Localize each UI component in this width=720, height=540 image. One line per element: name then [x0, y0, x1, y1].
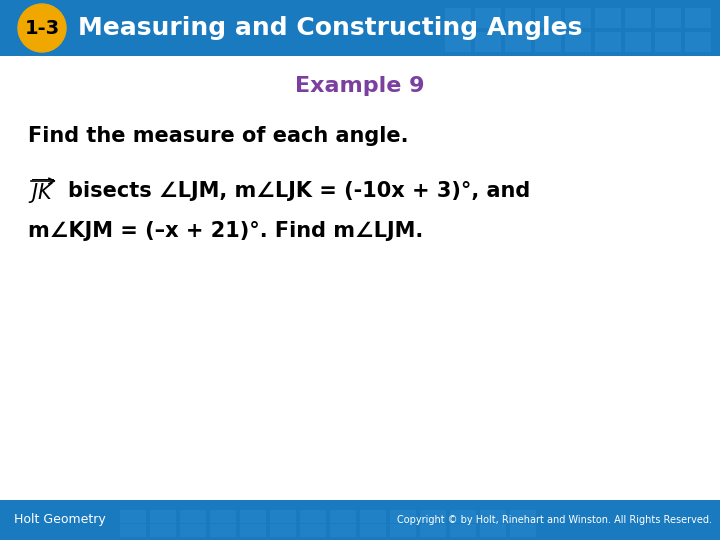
FancyBboxPatch shape	[270, 524, 296, 537]
FancyBboxPatch shape	[120, 524, 146, 537]
FancyBboxPatch shape	[240, 510, 266, 523]
FancyBboxPatch shape	[360, 510, 386, 523]
FancyBboxPatch shape	[475, 32, 501, 52]
FancyBboxPatch shape	[330, 524, 356, 537]
FancyBboxPatch shape	[450, 524, 476, 537]
FancyBboxPatch shape	[535, 8, 561, 28]
FancyBboxPatch shape	[595, 32, 621, 52]
FancyBboxPatch shape	[150, 524, 176, 537]
FancyBboxPatch shape	[390, 510, 416, 523]
Circle shape	[18, 4, 66, 52]
FancyBboxPatch shape	[445, 8, 471, 28]
FancyBboxPatch shape	[565, 32, 591, 52]
FancyBboxPatch shape	[510, 510, 536, 523]
FancyBboxPatch shape	[0, 500, 720, 540]
FancyBboxPatch shape	[210, 524, 236, 537]
FancyBboxPatch shape	[595, 8, 621, 28]
FancyBboxPatch shape	[475, 8, 501, 28]
FancyBboxPatch shape	[655, 32, 681, 52]
FancyBboxPatch shape	[180, 510, 206, 523]
FancyBboxPatch shape	[150, 510, 176, 523]
FancyBboxPatch shape	[510, 524, 536, 537]
Text: Holt Geometry: Holt Geometry	[14, 514, 106, 526]
Text: Example 9: Example 9	[295, 76, 425, 96]
FancyBboxPatch shape	[330, 510, 356, 523]
FancyBboxPatch shape	[360, 524, 386, 537]
FancyBboxPatch shape	[685, 8, 711, 28]
FancyBboxPatch shape	[300, 524, 326, 537]
FancyBboxPatch shape	[420, 510, 446, 523]
FancyBboxPatch shape	[450, 510, 476, 523]
FancyBboxPatch shape	[535, 32, 561, 52]
Text: Copyright © by Holt, Rinehart and Winston. All Rights Reserved.: Copyright © by Holt, Rinehart and Winsto…	[397, 515, 712, 525]
FancyBboxPatch shape	[390, 524, 416, 537]
FancyBboxPatch shape	[240, 524, 266, 537]
FancyBboxPatch shape	[180, 524, 206, 537]
Text: Find the measure of each angle.: Find the measure of each angle.	[28, 126, 408, 146]
FancyBboxPatch shape	[505, 32, 531, 52]
FancyBboxPatch shape	[685, 32, 711, 52]
FancyBboxPatch shape	[625, 32, 651, 52]
FancyBboxPatch shape	[120, 510, 146, 523]
Text: bisects ∠LJM, m∠LJK = (-10x + 3)°, and: bisects ∠LJM, m∠LJK = (-10x + 3)°, and	[68, 181, 530, 201]
FancyBboxPatch shape	[480, 524, 506, 537]
FancyBboxPatch shape	[445, 32, 471, 52]
FancyBboxPatch shape	[625, 8, 651, 28]
FancyBboxPatch shape	[270, 510, 296, 523]
FancyBboxPatch shape	[420, 524, 446, 537]
FancyBboxPatch shape	[565, 8, 591, 28]
FancyBboxPatch shape	[300, 510, 326, 523]
FancyBboxPatch shape	[210, 510, 236, 523]
FancyBboxPatch shape	[505, 8, 531, 28]
Text: Measuring and Constructing Angles: Measuring and Constructing Angles	[78, 16, 582, 40]
Text: $\overline{JK}$: $\overline{JK}$	[28, 176, 55, 206]
FancyBboxPatch shape	[0, 0, 720, 56]
FancyBboxPatch shape	[480, 510, 506, 523]
Text: 1-3: 1-3	[24, 18, 60, 37]
FancyBboxPatch shape	[655, 8, 681, 28]
Text: m∠KJM = (–x + 21)°. Find m∠LJM.: m∠KJM = (–x + 21)°. Find m∠LJM.	[28, 221, 423, 241]
